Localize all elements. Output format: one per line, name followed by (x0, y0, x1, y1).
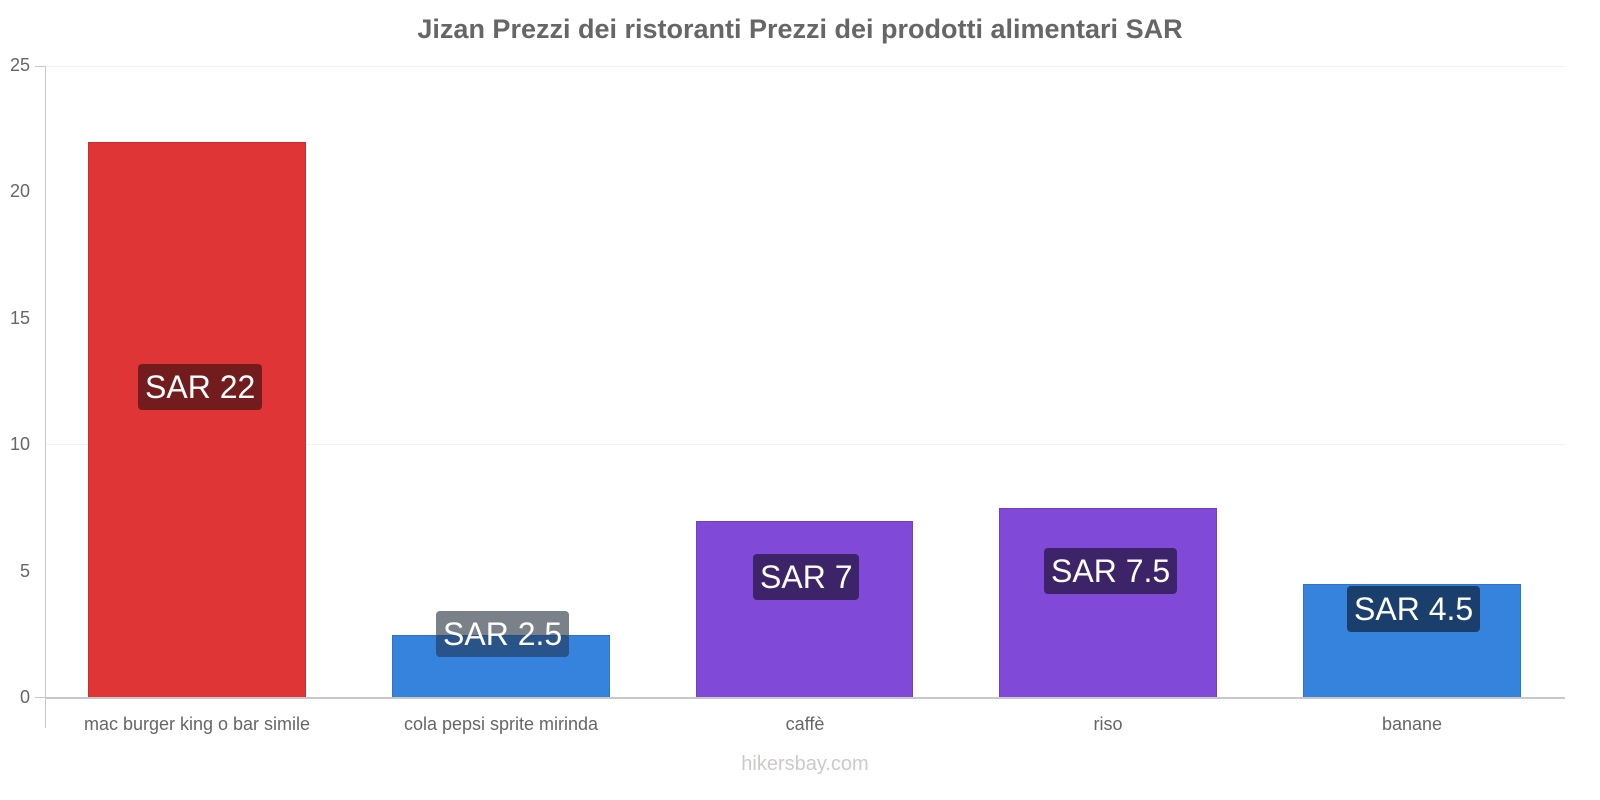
y-axis (45, 66, 46, 728)
data-label-caffe: SAR 7 (753, 554, 860, 600)
y-tick-25: 25 (9, 55, 30, 75)
y-tick-5: 5 (19, 561, 30, 581)
y-tick-10: 10 (9, 434, 30, 454)
bar-mac-burger[interactable] (88, 142, 306, 698)
x-axis (45, 697, 1565, 699)
y-tick-0: 0 (19, 687, 30, 707)
gridline-10 (46, 444, 1565, 445)
y-tick-mark-0 (35, 697, 45, 698)
y-tick-20: 20 (9, 181, 30, 201)
x-label-riso: riso (1093, 714, 1123, 734)
data-label-mac-burger: SAR 22 (138, 364, 263, 410)
chart-title: Jizan Prezzi dei ristoranti Prezzi dei p… (417, 14, 1183, 44)
data-label-banane: SAR 4.5 (1347, 586, 1481, 632)
bar-caffe[interactable] (696, 521, 913, 698)
y-tick-15: 15 (9, 308, 30, 328)
data-label-riso: SAR 7.5 (1044, 548, 1178, 594)
x-label-cola: cola pepsi sprite mirinda (403, 714, 599, 734)
data-label-cola: SAR 2.5 (436, 611, 570, 657)
x-label-banane: banane (1381, 714, 1443, 734)
y-tick-mark-25 (35, 66, 45, 67)
watermark: hikersbay.com (741, 753, 869, 775)
gridline-25 (46, 66, 1565, 67)
bar-riso[interactable] (999, 508, 1217, 698)
x-label-mac-burger: mac burger king o bar simile (83, 714, 311, 734)
x-label-caffe: caffè (785, 714, 825, 734)
